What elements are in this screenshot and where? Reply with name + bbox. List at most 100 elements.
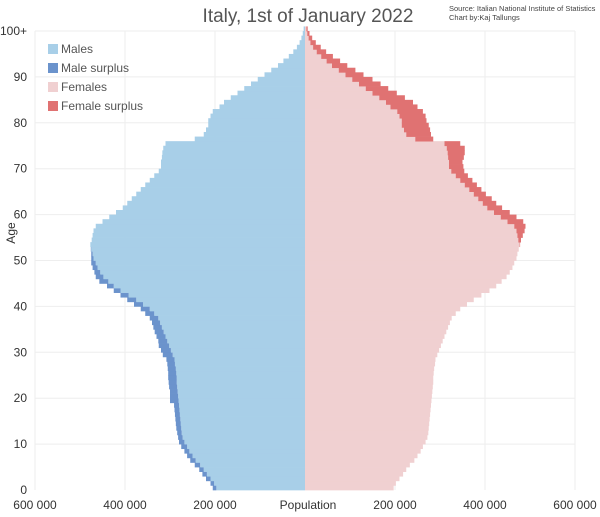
male-surplus-bar — [210, 480, 215, 486]
male-surplus-bar — [91, 251, 93, 257]
female-bar — [305, 324, 449, 330]
male-bar — [182, 434, 305, 440]
male-bar — [116, 210, 305, 215]
female-bar — [305, 44, 314, 50]
male-bar — [244, 86, 305, 92]
male-bar — [92, 232, 305, 238]
female-bar — [305, 242, 520, 248]
female-surplus-bar — [359, 81, 381, 87]
male-bar — [91, 246, 305, 252]
legend-swatch-females — [48, 82, 58, 92]
male-bar — [161, 324, 305, 330]
male-bar — [178, 398, 305, 404]
y-tick-label: 100+ — [0, 24, 27, 38]
male-bar — [203, 131, 305, 137]
x-tick-label: 400 000 — [463, 498, 507, 512]
female-bar — [305, 471, 404, 477]
male-surplus-bar — [190, 457, 196, 463]
female-surplus-bar — [316, 49, 327, 55]
male-bar — [91, 237, 305, 243]
male-bar — [95, 260, 305, 266]
female-bar — [305, 67, 339, 73]
male-bar — [122, 205, 305, 211]
female-bar — [305, 444, 423, 450]
female-bar — [305, 187, 470, 192]
male-bar — [170, 347, 305, 353]
male-bar — [154, 310, 305, 316]
male-bar — [93, 255, 305, 261]
male-bar — [299, 40, 305, 46]
male-bar — [230, 95, 305, 101]
male-bar — [160, 320, 305, 326]
female-bar — [305, 329, 447, 335]
female-bar — [305, 141, 445, 147]
female-bar — [305, 173, 456, 179]
x-tick-label: 600 000 — [553, 498, 597, 512]
female-bar — [305, 223, 515, 229]
female-surplus-bar — [415, 136, 434, 142]
female-bar — [305, 288, 490, 293]
female-surplus-bar — [332, 63, 348, 69]
y-tick-label: 20 — [14, 391, 28, 405]
male-bar — [162, 150, 305, 156]
female-surplus-bar — [345, 72, 364, 78]
male-bar — [214, 480, 305, 486]
female-surplus-bar — [372, 90, 397, 96]
female-surplus-bar — [451, 168, 465, 174]
female-bar — [305, 462, 410, 468]
male-surplus-bar — [167, 366, 176, 372]
male-surplus-bar — [107, 283, 114, 289]
male-surplus-bar — [149, 315, 159, 321]
x-tick-label: 400 000 — [103, 498, 147, 512]
male-surplus-bar — [127, 297, 137, 303]
female-surplus-bar — [446, 145, 465, 151]
female-bar — [305, 278, 502, 284]
female-bar — [305, 416, 430, 422]
female-bar — [305, 113, 400, 119]
female-bar — [305, 297, 474, 303]
male-surplus-bar — [194, 462, 201, 468]
male-bar — [165, 333, 305, 339]
male-bar — [206, 127, 305, 133]
female-bar — [305, 356, 436, 362]
female-surplus-bar — [507, 219, 524, 225]
male-bar — [212, 109, 305, 114]
y-tick-label: 90 — [14, 70, 28, 84]
female-bar — [305, 260, 515, 266]
female-surplus-bar — [401, 122, 429, 128]
female-surplus-bar — [447, 150, 465, 156]
female-bar — [305, 407, 431, 413]
female-bar — [305, 191, 474, 197]
male-bar — [169, 343, 305, 349]
female-bar — [305, 232, 518, 238]
male-bar — [113, 283, 305, 289]
female-bar — [305, 237, 519, 243]
female-surplus-bar — [308, 35, 313, 41]
male-bar — [143, 301, 305, 307]
male-surplus-bar — [94, 269, 101, 275]
legend-label-male-surplus: Male surplus — [61, 61, 129, 75]
male-surplus-bar — [168, 375, 177, 381]
female-surplus-bar — [500, 214, 517, 220]
female-bar — [305, 393, 432, 399]
y-tick-label: 70 — [14, 162, 28, 176]
male-bar — [145, 182, 305, 188]
male-bar — [251, 81, 305, 87]
female-bar — [305, 366, 435, 372]
male-surplus-bar — [152, 320, 161, 326]
female-surplus-bar — [404, 127, 431, 133]
female-bar — [305, 343, 441, 349]
female-bar — [305, 164, 449, 170]
female-bar — [305, 118, 402, 124]
female-surplus-bar — [469, 187, 482, 192]
female-bar — [305, 86, 366, 92]
male-bar — [179, 411, 305, 417]
female-bar — [305, 402, 431, 408]
male-surplus-bar — [178, 434, 183, 440]
male-bar — [136, 297, 305, 303]
female-bar — [305, 246, 519, 252]
male-surplus-bar — [170, 393, 179, 399]
female-bar — [305, 210, 494, 215]
legend-label-males: Males — [61, 42, 93, 56]
female-bar — [305, 434, 428, 440]
